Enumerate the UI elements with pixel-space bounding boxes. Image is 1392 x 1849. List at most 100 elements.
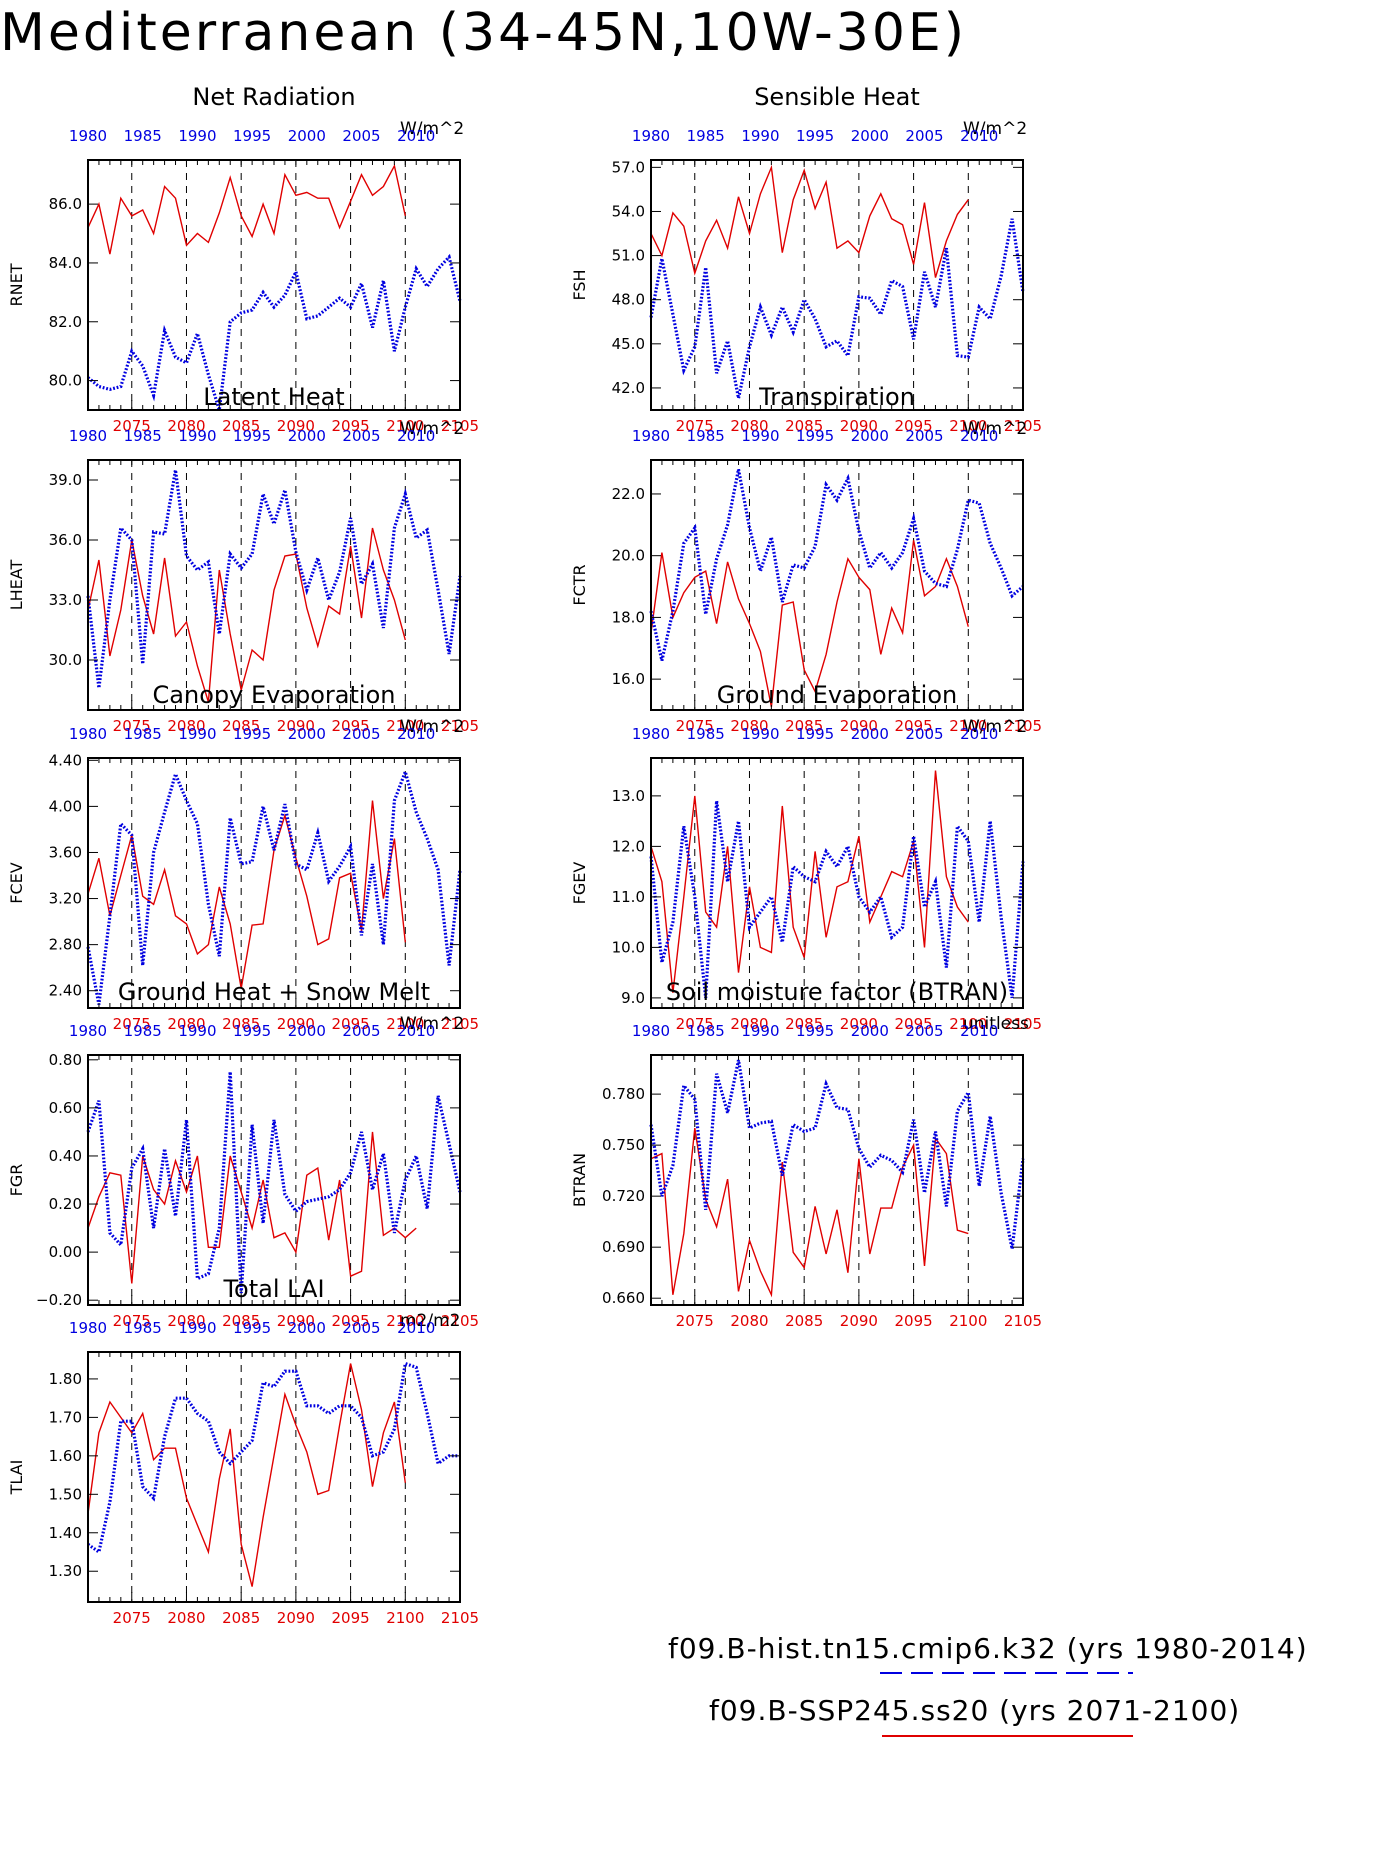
units-label: W/m^2 xyxy=(400,717,464,737)
y-axis-label: FSH xyxy=(570,269,589,300)
ssp-series-line xyxy=(87,1131,417,1284)
y-tick-label: 42.0 xyxy=(612,379,645,397)
y-tick-label: 0.20 xyxy=(49,1195,82,1213)
x-top-tick-label: 2010 xyxy=(960,127,998,145)
units-label: W/m^2 xyxy=(400,419,464,439)
panel-title: Transpiration xyxy=(758,383,915,411)
x-tick-label: 2100 xyxy=(386,1015,424,1033)
hist-series-line xyxy=(86,1071,462,1294)
x-tick-label: 2085 xyxy=(222,1609,260,1627)
y-tick-label: 0.750 xyxy=(602,1136,645,1154)
x-top-tick-label: 1995 xyxy=(796,427,834,445)
x-top-tick-label: 1995 xyxy=(233,1022,271,1040)
x-tick-label: 2090 xyxy=(840,1015,878,1033)
y-axis-label: FCTR xyxy=(570,564,589,605)
ssp-series-line xyxy=(87,163,406,255)
y-tick-label: 54.0 xyxy=(612,202,645,220)
y-tick-label: 9.0 xyxy=(621,989,645,1007)
x-top-tick-label: 1985 xyxy=(687,1022,725,1040)
y-tick-label: 30.0 xyxy=(49,651,82,669)
x-tick-label: 2090 xyxy=(277,417,315,435)
y-tick-label: 80.0 xyxy=(49,372,82,390)
x-tick-label: 2095 xyxy=(331,417,369,435)
ssp-series-line xyxy=(650,540,969,708)
x-tick-label: 2100 xyxy=(386,717,424,735)
y-axis-label: RNET xyxy=(7,263,26,306)
y-tick-label: 4.40 xyxy=(49,751,82,769)
y-tick-label: 3.60 xyxy=(49,843,82,861)
y-tick-label: 0.780 xyxy=(602,1085,645,1103)
x-top-tick-label: 2010 xyxy=(960,1022,998,1040)
panel-title: Ground Evaporation xyxy=(717,681,957,709)
y-tick-label: 82.0 xyxy=(49,313,82,331)
y-tick-label: 12.0 xyxy=(612,837,645,855)
hist-series-line xyxy=(649,1059,1025,1250)
x-top-tick-label: 2010 xyxy=(397,725,435,743)
x-top-tick-label: 1990 xyxy=(741,427,779,445)
x-tick-label: 2075 xyxy=(676,1312,714,1330)
y-axis-label: TLAI xyxy=(7,1460,26,1496)
units-label: W/m^2 xyxy=(963,419,1027,439)
x-tick-label: 2080 xyxy=(730,1015,768,1033)
x-tick-label: 2080 xyxy=(730,717,768,735)
panel-title: Sensible Heat xyxy=(754,83,920,111)
x-top-tick-label: 1980 xyxy=(69,1319,107,1337)
legend-blue-label: f09.B-hist.tn15.cmip6.k32 (yrs 1980-2014… xyxy=(668,1632,1308,1665)
x-tick-label: 2080 xyxy=(730,1312,768,1330)
panel-title: Canopy Evaporation xyxy=(153,681,396,709)
x-tick-label: 2105 xyxy=(1004,717,1042,735)
x-top-tick-label: 1995 xyxy=(233,427,271,445)
x-top-tick-label: 2000 xyxy=(851,127,889,145)
x-tick-label: 2075 xyxy=(676,417,714,435)
y-tick-label: 3.20 xyxy=(49,890,82,908)
y-tick-label: 84.0 xyxy=(49,254,82,272)
y-axis-label: LHEAT xyxy=(7,560,26,611)
y-tick-label: 0.690 xyxy=(602,1238,645,1256)
x-top-tick-label: 1980 xyxy=(632,127,670,145)
legend: f09.B-hist.tn15.cmip6.k32 (yrs 1980-2014… xyxy=(668,1632,1308,1737)
panel-lheat: Latent Heat W/m^2 2075 2080 2085 2090 2095 2100… xyxy=(7,383,479,735)
x-top-tick-label: 1995 xyxy=(796,127,834,145)
x-top-tick-label: 1985 xyxy=(687,427,725,445)
hist-series-line xyxy=(649,800,1025,999)
x-top-tick-label: 1995 xyxy=(796,725,834,743)
x-top-tick-label: 2000 xyxy=(288,1319,326,1337)
x-top-tick-label: 1990 xyxy=(178,725,216,743)
x-tick-label: 2075 xyxy=(113,1015,151,1033)
panel-rnet: Net Radiation W/m^2 2075 2080 2085 2090 2095 21… xyxy=(7,83,479,435)
x-tick-label: 2075 xyxy=(113,717,151,735)
figure-title: Mediterranean (34-45N,10W-30E) xyxy=(0,3,967,63)
y-tick-label: 16.0 xyxy=(612,670,645,688)
y-tick-label: 10.0 xyxy=(612,938,645,956)
x-tick-label: 2100 xyxy=(386,1609,424,1627)
x-top-tick-label: 1985 xyxy=(124,1319,162,1337)
x-top-tick-label: 1990 xyxy=(741,725,779,743)
x-top-tick-label: 2000 xyxy=(288,427,326,445)
y-tick-label: 2.40 xyxy=(49,982,82,1000)
panel-fgr: Ground Heat + Snow Melt W/m^2 2075 2080 2085… xyxy=(7,978,479,1330)
x-top-tick-label: 1980 xyxy=(69,1022,107,1040)
x-top-tick-label: 1980 xyxy=(69,427,107,445)
ssp-series-line xyxy=(650,164,969,278)
x-tick-label: 2075 xyxy=(676,1015,714,1033)
x-tick-label: 2090 xyxy=(277,1312,315,1330)
y-tick-label: 33.0 xyxy=(49,591,82,609)
hist-series-line xyxy=(649,218,1025,399)
x-tick-label: 2105 xyxy=(441,417,479,435)
x-top-tick-label: 1990 xyxy=(178,427,216,445)
x-top-tick-label: 2000 xyxy=(288,127,326,145)
x-top-tick-label: 2005 xyxy=(342,725,380,743)
x-tick-label: 2095 xyxy=(894,1312,932,1330)
x-tick-label: 2085 xyxy=(222,1015,260,1033)
y-tick-label: 39.0 xyxy=(49,471,82,489)
x-tick-label: 2090 xyxy=(840,417,878,435)
x-tick-label: 2095 xyxy=(331,717,369,735)
x-top-tick-label: 1995 xyxy=(233,1319,271,1337)
x-tick-label: 2080 xyxy=(167,1609,205,1627)
y-tick-label: 20.0 xyxy=(612,547,645,565)
y-tick-label: 1.30 xyxy=(49,1562,82,1580)
x-top-tick-label: 1985 xyxy=(124,427,162,445)
x-tick-label: 2095 xyxy=(894,1015,932,1033)
y-tick-label: 0.720 xyxy=(602,1187,645,1205)
